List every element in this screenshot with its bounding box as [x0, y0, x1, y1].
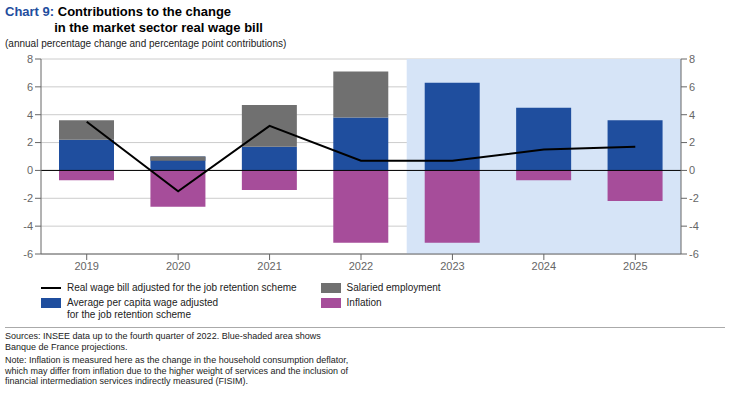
svg-text:2: 2: [689, 137, 695, 149]
svg-text:2021: 2021: [257, 260, 281, 272]
svg-text:8: 8: [27, 53, 33, 65]
svg-text:6: 6: [27, 81, 33, 93]
html-text:Note: Inflation is measured he: Note: Inflation is measured here as the …: [5, 354, 349, 387]
svg-text:-2: -2: [689, 192, 699, 204]
svg-text:6: 6: [689, 81, 695, 93]
html-text:Chart 9: Contributions to the: Chart 9: Contributions to the change in …: [5, 4, 263, 35]
svg-text:2020: 2020: [166, 260, 190, 272]
svg-text:4: 4: [27, 109, 33, 121]
html-text:Average per capita wage adjust: Average per capita wage adjusted for the…: [67, 297, 218, 321]
svg-text:-6: -6: [689, 248, 699, 260]
svg-text:-2: -2: [23, 192, 33, 204]
svg-text:0: 0: [689, 165, 695, 177]
html-text:(annual percentage change and: (annual percentage change and percentage…: [5, 38, 287, 50]
svg-text:4: 4: [689, 109, 695, 121]
svg-text:-6: -6: [23, 248, 33, 260]
svg-text:2019: 2019: [74, 260, 98, 272]
svg-text:-4: -4: [689, 220, 699, 232]
svg-text:0: 0: [27, 165, 33, 177]
html-text:Sources: INSEE data up to the: Sources: INSEE data up to the fourth qua…: [5, 331, 321, 352]
html-text:Inflation: Inflation: [346, 297, 382, 309]
svg-text:2024: 2024: [532, 260, 556, 272]
svg-text:2023: 2023: [440, 260, 464, 272]
svg-text:2025: 2025: [623, 260, 647, 272]
svg-text:2022: 2022: [349, 260, 373, 272]
svg-text:2: 2: [27, 137, 33, 149]
svg-text:8: 8: [689, 53, 695, 65]
html-text:Real wage bill adjusted for th: Real wage bill adjusted for the job rete…: [67, 282, 297, 294]
html-text:Salaried employment: Salaried employment: [346, 282, 441, 294]
svg-text:-4: -4: [23, 220, 33, 232]
